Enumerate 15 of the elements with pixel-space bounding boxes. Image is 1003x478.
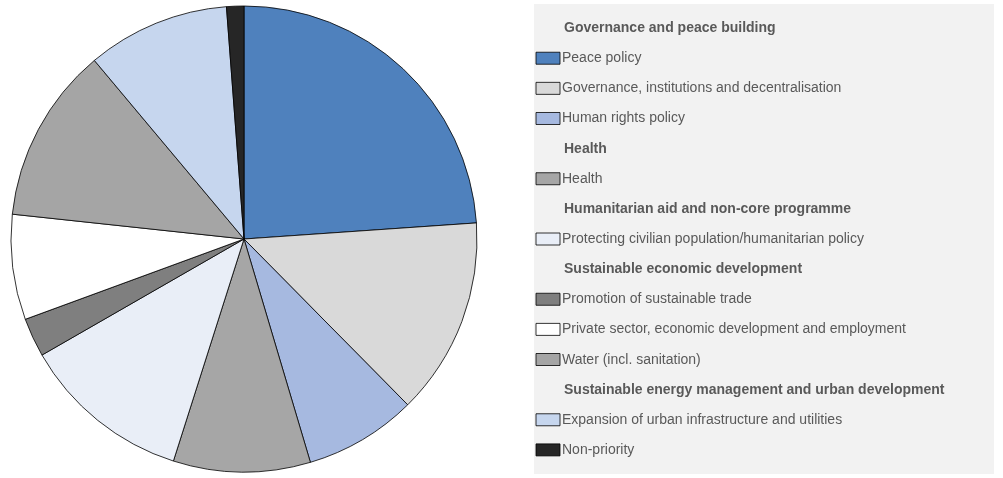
legend-label: Non-priority — [562, 440, 635, 457]
legend-label: Human rights policy — [562, 109, 685, 126]
legend-label: Peace policy — [562, 49, 642, 66]
legend-label: Expansion of urban infrastructure and utilities — [562, 410, 843, 427]
text: Humanitarian aid and non-core programme — [564, 199, 852, 216]
legend-label: Promotion of sustainable trade — [562, 290, 753, 307]
legend-label: Private sector, economic development and employment — [562, 320, 907, 337]
text: Sustainable energy management and urban development — [564, 380, 945, 397]
legend-label: Protecting civilian population/humanitarian policy — [562, 230, 864, 246]
text: Governance and peace building — [564, 19, 776, 36]
legend-label: Health — [562, 169, 603, 186]
legend-label: Water (incl. sanitation) — [562, 350, 701, 367]
text: Sustainable economic development — [564, 260, 803, 277]
legend-label: Governance, institutions and decentralisation — [562, 79, 842, 96]
text: Health — [564, 139, 607, 156]
